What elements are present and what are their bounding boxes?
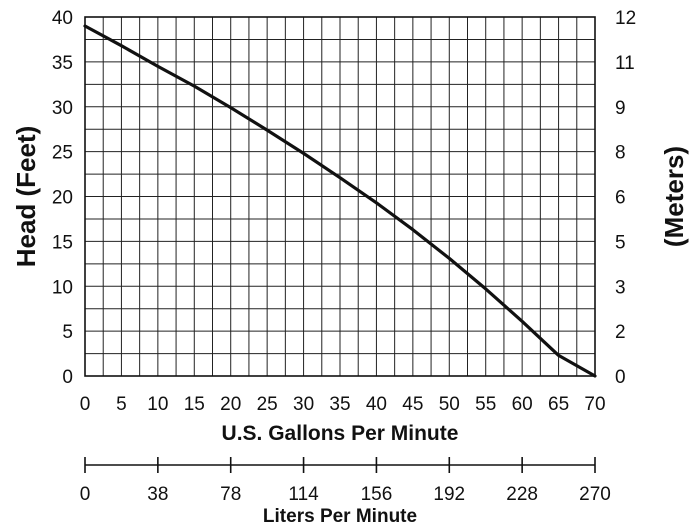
y-left-tick-label: 40 bbox=[52, 8, 73, 29]
liters-axis-title: Liters Per Minute bbox=[263, 506, 417, 527]
y-left-tick-label: 30 bbox=[52, 98, 73, 119]
x-axis-tick-labels: 0 5 10 15 20 25 30 35 40 45 50 55 60 65 70 bbox=[80, 394, 606, 415]
x-tick-label: 45 bbox=[402, 394, 423, 415]
liters-tick-label: 78 bbox=[220, 484, 241, 505]
x-tick-label: 70 bbox=[584, 394, 605, 415]
y-left-tick-label: 15 bbox=[52, 232, 73, 253]
liters-tick-label: 228 bbox=[506, 484, 538, 505]
y-right-axis-title: (Meters) bbox=[659, 146, 689, 247]
y-left-axis-title: Head (Feet) bbox=[11, 126, 41, 268]
x-tick-label: 10 bbox=[147, 394, 168, 415]
y-left-tick-label: 25 bbox=[52, 143, 73, 164]
y-left-tick-label: 0 bbox=[62, 367, 73, 388]
x-tick-label: 60 bbox=[512, 394, 533, 415]
y-right-tick-label: 6 bbox=[615, 188, 626, 209]
x-tick-label: 50 bbox=[439, 394, 460, 415]
y-right-tick-label: 8 bbox=[615, 143, 626, 164]
y-left-tick-label: 10 bbox=[52, 277, 73, 298]
chart-grid bbox=[85, 17, 595, 376]
x-tick-label: 20 bbox=[220, 394, 241, 415]
y-left-tick-label: 35 bbox=[52, 53, 73, 74]
y-left-tick-label: 20 bbox=[52, 188, 73, 209]
x-tick-label: 15 bbox=[184, 394, 205, 415]
x-tick-label: 30 bbox=[293, 394, 314, 415]
liters-tick-label: 270 bbox=[579, 484, 611, 505]
y-right-tick-label: 11 bbox=[615, 53, 635, 74]
x-tick-label: 35 bbox=[329, 394, 350, 415]
liters-tick-label: 0 bbox=[80, 484, 91, 505]
y-right-tick-label: 0 bbox=[615, 367, 626, 388]
x-axis-title: U.S. Gallons Per Minute bbox=[222, 422, 459, 445]
liters-axis-ticks: 0 38 78 114 156 192 228 270 bbox=[80, 457, 611, 505]
performance-curve bbox=[83, 24, 597, 378]
x-tick-label: 40 bbox=[366, 394, 387, 415]
liters-tick-label: 38 bbox=[147, 484, 168, 505]
liters-tick-label: 192 bbox=[433, 484, 465, 505]
y-right-tick-label: 5 bbox=[615, 232, 626, 253]
y-right-tick-label: 2 bbox=[615, 322, 626, 343]
liters-tick-label: 156 bbox=[361, 484, 393, 505]
y-left-tick-label: 5 bbox=[62, 322, 73, 343]
x-tick-label: 65 bbox=[548, 394, 569, 415]
x-tick-label: 55 bbox=[475, 394, 496, 415]
x-tick-label: 5 bbox=[116, 394, 127, 415]
x-tick-label: 25 bbox=[257, 394, 278, 415]
y-right-tick-label: 12 bbox=[615, 8, 636, 29]
y-right-tick-label: 9 bbox=[615, 98, 626, 119]
plot-frame bbox=[84, 16, 596, 377]
x-tick-label: 0 bbox=[80, 394, 91, 415]
y-left-tick-labels: 0 5 10 15 20 25 30 35 40 bbox=[52, 8, 73, 388]
y-right-tick-labels: 0 2 3 5 6 8 9 11 12 bbox=[615, 8, 636, 388]
liters-tick-label: 114 bbox=[288, 484, 319, 505]
y-right-tick-label: 3 bbox=[615, 277, 626, 298]
